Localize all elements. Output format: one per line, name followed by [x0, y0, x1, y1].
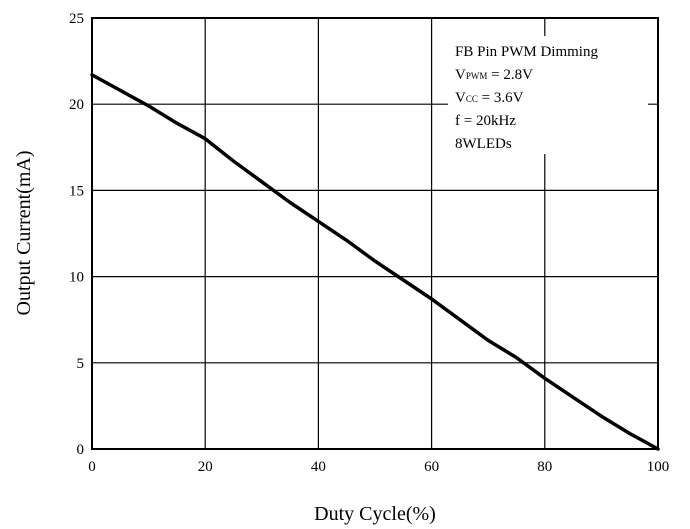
y-tick-label: 5	[77, 356, 85, 372]
y-tick-label: 20	[69, 97, 84, 113]
y-tick-label: 25	[69, 11, 84, 27]
x-axis-label: Duty Cycle(%)	[314, 503, 436, 525]
series-line	[90, 73, 660, 451]
x-tick-label: 80	[537, 459, 552, 475]
annotation-line-3: VCC = 3.6V	[455, 90, 524, 106]
annotation-background	[448, 36, 648, 154]
tick-labels: 0 20 40 60 80 100 0 5 10 15 20 25	[69, 11, 669, 475]
x-tick-label: 100	[647, 459, 670, 475]
annotation-line-5: 8WLEDs	[455, 136, 512, 152]
x-tick-label: 0	[88, 459, 96, 475]
x-tick-label: 20	[198, 459, 213, 475]
y-tick-label: 10	[69, 270, 84, 286]
x-tick-label: 60	[424, 459, 439, 475]
plot-frame	[91, 17, 659, 450]
annotation-line-1: FB Pin PWM Dimming	[455, 44, 598, 60]
y-tick-label: 15	[69, 183, 84, 199]
y-axis-label: Output Current(mA)	[13, 151, 35, 316]
annotation-line-4: f = 20kHz	[455, 113, 516, 129]
annotation: FB Pin PWM Dimming VPWM = 2.8V VCC = 3.6…	[455, 44, 598, 152]
y-tick-label: 0	[77, 442, 85, 458]
x-tick-label: 40	[311, 459, 326, 475]
annotation-line-2: VPWM = 2.8V	[455, 67, 533, 83]
